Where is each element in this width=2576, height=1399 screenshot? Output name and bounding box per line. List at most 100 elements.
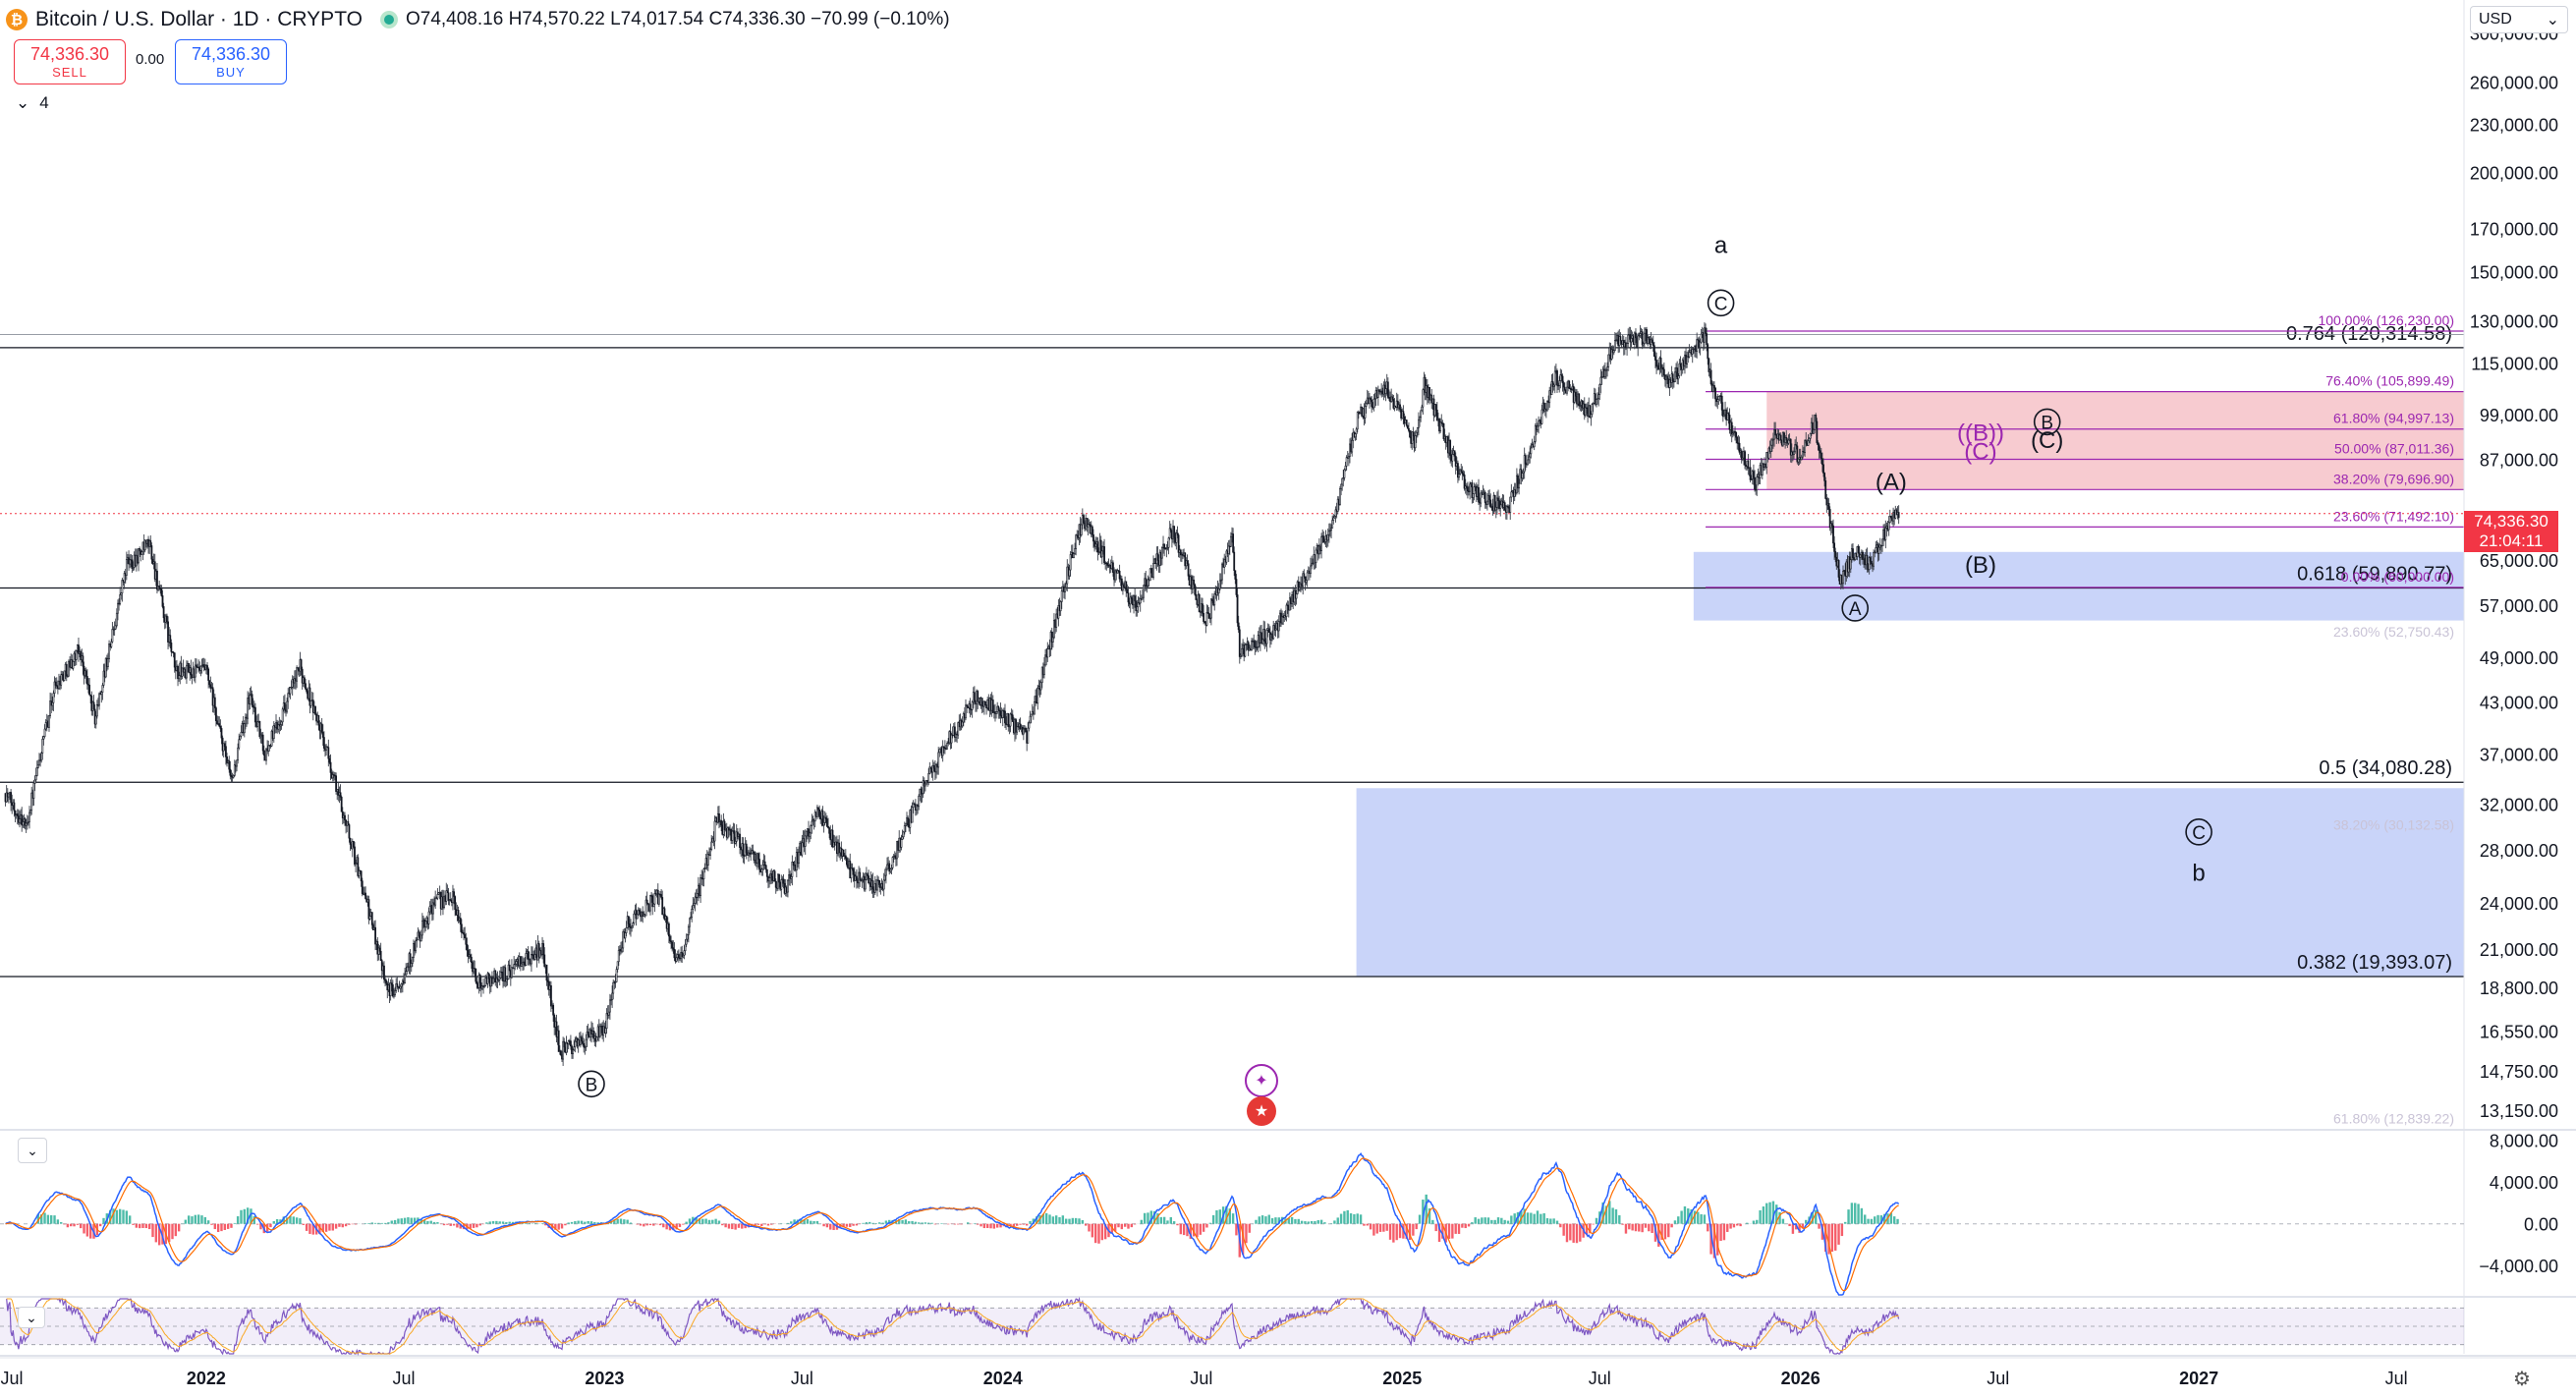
us-flag-icon[interactable]: ★ <box>1247 1096 1276 1126</box>
wave-label-circle <box>1707 289 1735 317</box>
candle-body <box>1332 517 1335 521</box>
candle-body <box>1025 727 1027 732</box>
candle-body <box>459 918 462 925</box>
candle-body <box>1306 572 1309 581</box>
indicator-legend-toggle[interactable]: ⌄ 4 <box>16 93 49 113</box>
histogram-bar <box>714 1218 717 1224</box>
candle-body <box>286 700 289 712</box>
histogram-bar <box>698 1218 701 1224</box>
histogram-bar <box>534 1223 537 1224</box>
histogram-bar <box>147 1223 151 1230</box>
chevron-down-icon: ⌄ <box>26 1309 37 1325</box>
pane-collapse-button[interactable]: ⌄ <box>18 1138 47 1163</box>
candle-body <box>1022 728 1025 735</box>
histogram-bar <box>1703 1214 1707 1224</box>
histogram-bar <box>252 1215 255 1224</box>
candle-body <box>692 905 695 910</box>
candle-body <box>1001 710 1004 718</box>
candle-body <box>479 982 482 989</box>
candle-body <box>878 879 881 888</box>
candle-body <box>573 1046 576 1051</box>
candle-body <box>138 548 140 564</box>
candle-body <box>1849 559 1852 570</box>
histogram-bar <box>63 1223 66 1225</box>
candle-body <box>760 868 763 873</box>
candle-body <box>1118 570 1121 580</box>
candle-body <box>335 775 338 792</box>
histogram-bar <box>717 1220 721 1224</box>
buy-button[interactable]: 74,336.30 BUY <box>175 39 287 84</box>
candle-body <box>1877 546 1880 554</box>
pane-collapse-button[interactable]: ⌄ <box>18 1307 45 1328</box>
histogram-bar <box>1493 1219 1496 1224</box>
candle-body <box>1454 455 1457 467</box>
candle-body <box>328 757 331 763</box>
candle-body <box>1163 543 1166 549</box>
candle-body <box>409 953 412 968</box>
histogram-bar <box>1258 1216 1260 1224</box>
histogram-bar <box>1579 1223 1582 1242</box>
candle-body <box>515 961 518 965</box>
candle-body <box>1044 654 1046 666</box>
candles <box>4 322 1900 1066</box>
gear-icon[interactable]: ⚙ <box>2513 1368 2531 1390</box>
currency-select[interactable]: USD ⌄ <box>2470 6 2568 33</box>
histogram-bar <box>40 1214 43 1224</box>
histogram-bar <box>589 1221 593 1224</box>
candle-body <box>1227 545 1230 554</box>
candle-body <box>1139 597 1142 604</box>
histogram-bar <box>429 1220 432 1224</box>
candle-body <box>44 722 47 730</box>
histogram-bar <box>1267 1214 1270 1224</box>
histogram-bar <box>488 1221 491 1224</box>
histogram-bar <box>1618 1215 1621 1224</box>
candle-body <box>637 909 640 916</box>
candle-body <box>125 559 128 576</box>
histogram-bar <box>1762 1206 1765 1224</box>
candle-body <box>1310 565 1312 575</box>
histogram-bar <box>469 1223 472 1229</box>
sell-label: SELL <box>52 65 87 80</box>
candle-body <box>170 643 173 652</box>
candle-body <box>478 975 481 983</box>
candle-body <box>932 764 935 769</box>
candle-body <box>636 914 639 920</box>
histogram-bar <box>269 1223 272 1228</box>
histogram-bar <box>1641 1223 1644 1233</box>
candle-body <box>973 692 976 701</box>
histogram-bar <box>901 1219 904 1224</box>
histogram-bar <box>191 1216 194 1224</box>
histogram-bar <box>1815 1209 1818 1224</box>
candle-body <box>742 843 745 857</box>
candle-body <box>665 916 668 929</box>
symbol-title[interactable]: Bitcoin / U.S. Dollar · 1D · CRYPTO <box>35 8 363 30</box>
histogram-bar <box>177 1223 181 1232</box>
sell-button[interactable]: 74,336.30 SELL <box>14 39 126 84</box>
candle-body <box>627 916 630 924</box>
candle-body <box>1486 500 1488 505</box>
histogram-bar <box>1736 1223 1739 1226</box>
candle-body <box>734 840 737 844</box>
candle-body <box>661 897 664 916</box>
histogram-bar <box>1562 1223 1565 1236</box>
histogram-bar <box>1709 1223 1712 1255</box>
candle-body <box>1414 435 1417 449</box>
fib-retracement-label: 23.60% (71,492.10) <box>2333 508 2454 524</box>
histogram-bar <box>1653 1223 1657 1242</box>
candle-body <box>1415 431 1418 436</box>
histogram-bar <box>508 1221 511 1224</box>
candle-body <box>625 927 628 933</box>
event-marker-icon[interactable]: ✦ <box>1245 1064 1278 1097</box>
candle-body <box>1772 438 1774 441</box>
candle-body <box>378 947 381 952</box>
candle-body <box>1043 664 1045 676</box>
candle-body <box>1612 350 1615 354</box>
candle-body <box>396 983 399 987</box>
histogram-bar <box>1103 1223 1107 1240</box>
histogram-bar <box>1614 1208 1618 1224</box>
candle-body <box>1692 348 1695 351</box>
candle-body <box>1060 590 1063 602</box>
histogram-bar <box>1506 1220 1510 1224</box>
candle-body <box>447 892 450 901</box>
